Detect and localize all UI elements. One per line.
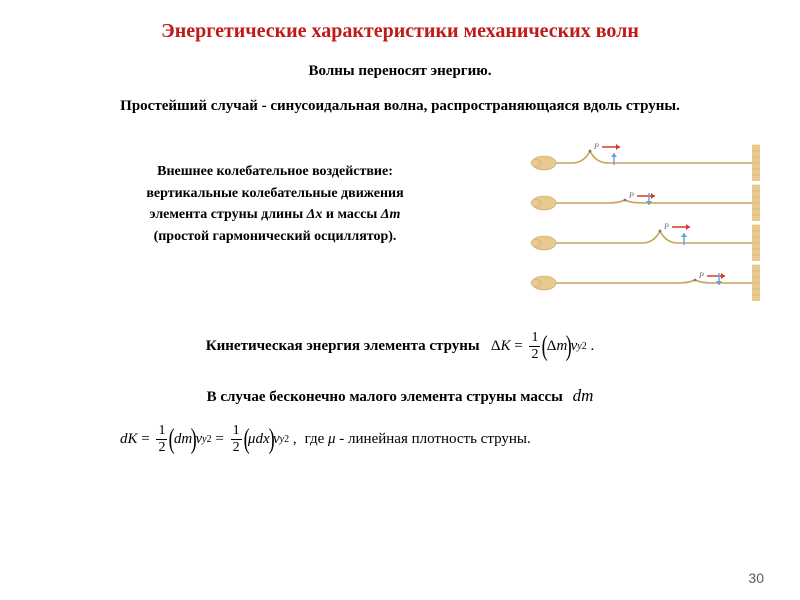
osc-line2: вертикальные колебательные движения — [146, 186, 403, 201]
osc-line1: Внешнее колебательное воздействие: — [157, 164, 393, 179]
string-pulse-diagram: P P P P — [530, 143, 760, 303]
kinetic-equation: ΔK = 1 2 ( Δm ) vy2 . — [491, 331, 594, 362]
osc-line4: (простой гармонический осциллятор). — [154, 229, 397, 244]
delta-m: Δm — [381, 207, 401, 222]
page-number: 30 — [748, 570, 764, 586]
osc-line3b: и массы — [326, 207, 381, 222]
fraction-half: 1 2 — [529, 331, 540, 362]
svg-text:P: P — [593, 143, 599, 151]
svg-text:P: P — [663, 222, 669, 231]
slide-title: Энергетические характеристики механическ… — [40, 20, 760, 43]
svg-text:P: P — [628, 191, 634, 200]
kinetic-energy-line: Кинетическая энергия элемента струны ΔK … — [40, 331, 760, 362]
dm-label: В случае бесконечно малого элемента стру… — [207, 389, 563, 405]
delta-x: Δx — [307, 207, 323, 222]
subtitle-1: Волны переносят энергию. — [40, 63, 760, 80]
trail-text: где μ - линейная плотность струны. — [305, 431, 531, 448]
oscillator-row: Внешнее колебательное воздействие: верти… — [40, 143, 760, 303]
bottom-equation-line: dK = 12 (dm) vy2 = 12 (μdx) vy2 , где μ … — [40, 424, 760, 455]
svg-text:P: P — [698, 271, 704, 280]
infinitesimal-line: В случае бесконечно малого элемента стру… — [40, 386, 760, 406]
kinetic-label: Кинетическая энергия элемента струны — [206, 338, 480, 354]
oscillator-description: Внешнее колебательное воздействие: верти… — [40, 143, 510, 248]
osc-line3a: элемента струны длины — [150, 207, 307, 222]
subtitle-2: Простейший случай - синусоидальная волна… — [40, 98, 760, 115]
dK-equation: dK = 12 (dm) vy2 = 12 (μdx) vy2 , — [120, 424, 297, 455]
dm-symbol: dm — [573, 386, 594, 405]
slide: Энергетические характеристики механическ… — [0, 0, 800, 600]
